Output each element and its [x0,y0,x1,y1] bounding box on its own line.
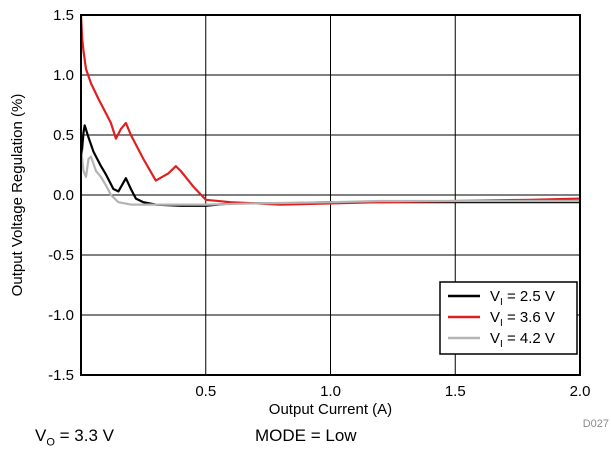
legend: VI = 2.5 VVI = 3.6 VVI = 4.2 V [439,281,578,355]
y-tick-label: 1.5 [53,7,74,24]
series-layer [81,15,580,207]
legend-label: VI = 3.6 V [490,309,555,329]
plot-frame [80,14,581,376]
legend-label: VI = 4.2 V [490,330,555,350]
vo-symbol: V [35,426,47,445]
y-tick-label: 0.0 [53,187,74,204]
x-tick-label: 0.5 [195,383,216,400]
series-line-2 [81,15,580,206]
grid [81,15,580,375]
y-tick-label: 0.5 [53,127,74,144]
y-tick-label: -0.5 [48,247,74,264]
x-axis-title: Output Current (A) [269,401,392,418]
x-tick-label: 1.0 [320,383,341,400]
mode-note: MODE = Low [255,426,357,446]
y-tick-labels: 1.5 1.0 0.5 0.0 -0.5 -1.0 -1.5 [48,7,74,384]
x-tick-labels: 0.5 1.0 1.5 2.0 [195,383,590,400]
vo-value: = 3.3 V [54,426,114,445]
y-tick-label: 1.0 [53,67,74,84]
vo-subscript: O [46,436,55,449]
x-tick-label: 1.5 [445,383,466,400]
y-tick-label: -1.0 [48,307,74,324]
y-tick-label: -1.5 [48,367,74,384]
output-voltage-note: VO = 3.3 V [35,426,114,448]
series-line-3 [81,149,580,206]
legend-label: VI = 2.5 V [490,288,555,308]
mode-label: MODE = Low [255,426,357,445]
figure-id: D027 [583,418,609,430]
x-tick-label: 2.0 [570,383,591,400]
y-axis-title: Output Voltage Regulation (%) [9,94,26,297]
